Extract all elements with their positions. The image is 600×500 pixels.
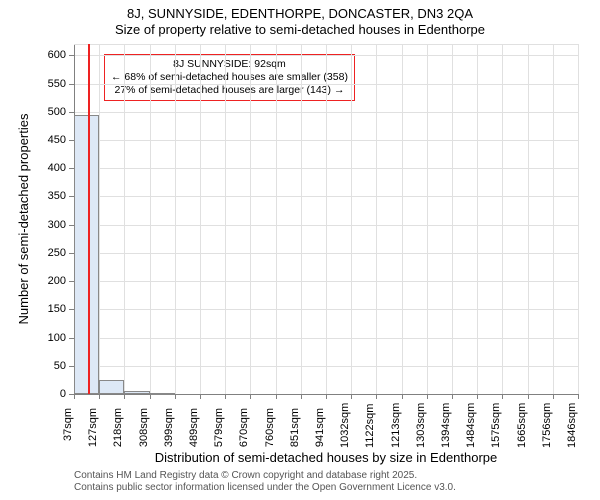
grid-line-v (150, 44, 151, 394)
histogram-bar (124, 391, 149, 394)
x-tick-label: 1575sqm (490, 408, 502, 448)
grid-line-v (200, 44, 201, 394)
chart-title-line1: 8J, SUNNYSIDE, EDENTHORPE, DONCASTER, DN… (0, 6, 600, 21)
y-tick-label: 200 (36, 275, 66, 287)
x-tick-label: 308sqm (138, 408, 150, 448)
top-axis-line (74, 44, 578, 45)
footer-line1: Contains HM Land Registry data © Crown c… (74, 470, 456, 482)
grid-line-v (250, 44, 251, 394)
x-tick-label: 1665sqm (516, 408, 528, 448)
x-tick-label: 851sqm (289, 408, 301, 448)
x-tick-label: 399sqm (163, 408, 175, 448)
x-tick-label: 760sqm (264, 408, 276, 448)
x-tick-label: 1122sqm (364, 408, 376, 448)
right-axis-line (578, 44, 579, 394)
y-tick-label: 300 (36, 219, 66, 231)
grid-line-v (326, 44, 327, 394)
footer-line2: Contains public sector information licen… (74, 482, 456, 494)
y-tick-label: 350 (36, 190, 66, 202)
histogram-bar (74, 115, 99, 394)
annotation-line2: ← 68% of semi-detached houses are smalle… (111, 71, 348, 84)
x-tick-label: 489sqm (188, 408, 200, 448)
grid-line-v (528, 44, 529, 394)
y-tick-label: 100 (36, 332, 66, 344)
x-tick-label: 941sqm (314, 408, 326, 448)
x-tick-label: 37sqm (62, 408, 74, 448)
chart-title-line2: Size of property relative to semi-detach… (0, 22, 600, 37)
y-tick-label: 500 (36, 106, 66, 118)
grid-line-v (276, 44, 277, 394)
y-tick-label: 150 (36, 303, 66, 315)
x-axis-title: Distribution of semi-detached houses by … (74, 450, 578, 465)
grid-line-v (376, 44, 377, 394)
x-tick-label: 1484sqm (465, 408, 477, 448)
x-tick-label: 1394sqm (440, 408, 452, 448)
x-tick-label: 1032sqm (339, 408, 351, 448)
y-tick-label: 550 (36, 78, 66, 90)
grid-line-v (502, 44, 503, 394)
grid-line-v (99, 44, 100, 394)
y-axis-title: Number of semi-detached properties (16, 44, 31, 394)
x-tick-label: 579sqm (213, 408, 225, 448)
grid-line-v (477, 44, 478, 394)
x-tick-label: 127sqm (87, 408, 99, 448)
y-tick-label: 250 (36, 247, 66, 259)
grid-line-v (351, 44, 352, 394)
grid-line-v (452, 44, 453, 394)
x-tick-label: 218sqm (112, 408, 124, 448)
grid-line-v (427, 44, 428, 394)
annotation-line3: 27% of semi-detached houses are larger (… (111, 84, 348, 97)
highlight-line (88, 44, 90, 394)
chart-container: 8J, SUNNYSIDE, EDENTHORPE, DONCASTER, DN… (0, 0, 600, 500)
y-tick-label: 450 (36, 134, 66, 146)
y-tick-label: 0 (36, 388, 66, 400)
grid-line-v (124, 44, 125, 394)
grid-line-v (301, 44, 302, 394)
y-tick-label: 400 (36, 162, 66, 174)
grid-line-v (553, 44, 554, 394)
x-tick-label: 1756sqm (541, 408, 553, 448)
footer: Contains HM Land Registry data © Crown c… (74, 470, 456, 494)
grid-line-v (175, 44, 176, 394)
histogram-bar (99, 380, 124, 394)
y-tick-label: 600 (36, 49, 66, 61)
grid-line-v (225, 44, 226, 394)
x-tick-mark (578, 394, 579, 399)
x-tick-label: 670sqm (238, 408, 250, 448)
x-tick-label: 1303sqm (415, 408, 427, 448)
x-tick-label: 1213sqm (390, 408, 402, 448)
y-tick-label: 50 (36, 360, 66, 372)
annotation-line1: 8J SUNNYSIDE: 92sqm (111, 58, 348, 71)
histogram-bar (150, 393, 175, 395)
x-tick-label: 1846sqm (566, 408, 578, 448)
annotation-box: 8J SUNNYSIDE: 92sqm ← 68% of semi-detach… (104, 54, 355, 101)
grid-line-v (402, 44, 403, 394)
